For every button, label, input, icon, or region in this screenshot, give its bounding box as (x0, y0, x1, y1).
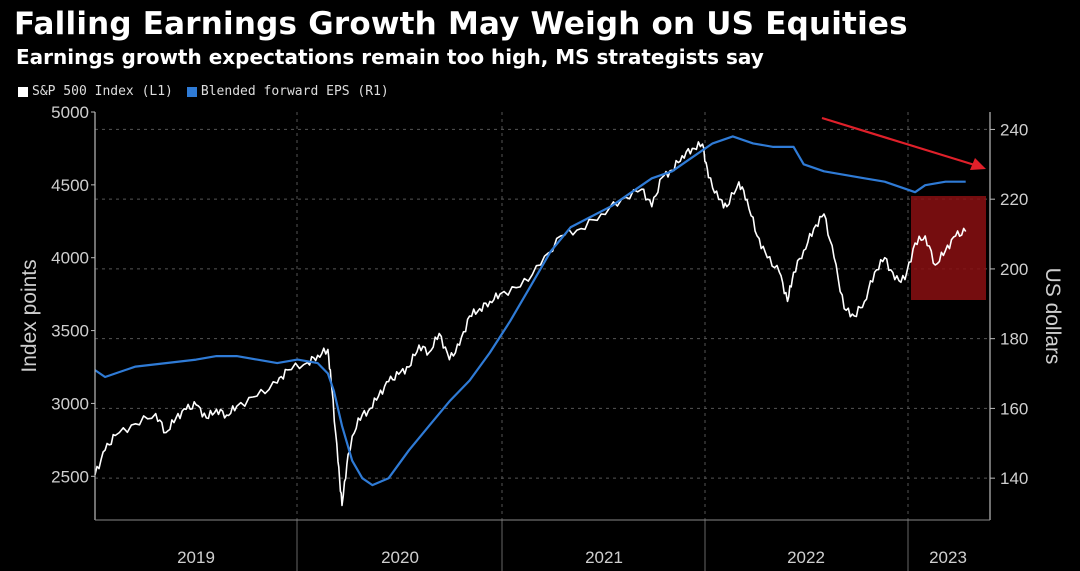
legend-swatch-eps (186, 86, 197, 97)
x-tick-label: 2021 (585, 548, 623, 567)
chart-axes: 2500 3000 3500 4000 4500 5000 140 160 180 200 220 2… (18, 103, 1064, 571)
left-tick-label: 5000 (51, 103, 89, 122)
left-tick-label: 3500 (51, 322, 89, 341)
legend-item-sp500: S&P 500 Index (L1) (18, 84, 173, 99)
x-tick-label: 2023 (929, 548, 967, 567)
legend: S&P 500 Index (L1) Blended forward EPS (… (18, 84, 389, 99)
left-tick-label: 4500 (51, 176, 89, 195)
chart-grid (95, 112, 990, 520)
series-line-eps (94, 135, 966, 487)
chart-subtitle: Earnings growth expectations remain too … (16, 45, 764, 69)
left-tick-label: 4000 (51, 249, 89, 268)
y-axis-right-title: US dollars (1041, 268, 1064, 365)
right-tick-label: 240 (1000, 120, 1028, 139)
right-tick-label: 180 (1000, 330, 1028, 349)
chart-title: Falling Earnings Growth May Weigh on US … (14, 6, 908, 42)
annotations (821, 116, 986, 170)
series-lines (94, 135, 967, 507)
legend-label-sp500: S&P 500 Index (L1) (32, 84, 173, 99)
x-tick-label: 2022 (787, 548, 825, 567)
y-axis-left-title: Index points (18, 259, 41, 372)
right-tick-label: 140 (1000, 469, 1028, 488)
right-tick-label: 160 (1000, 399, 1028, 418)
left-tick-label: 3000 (51, 394, 89, 413)
series-line-sp500 (94, 141, 967, 507)
legend-swatch-sp500 (18, 86, 28, 97)
right-tick-label: 220 (1000, 190, 1028, 209)
trend-arrow-head (970, 158, 986, 170)
right-tick-label: 200 (1000, 260, 1028, 279)
x-tick-label: 2020 (381, 548, 419, 567)
legend-label-eps: Blended forward EPS (R1) (200, 84, 389, 99)
left-tick-label: 2500 (51, 467, 89, 486)
legend-item-eps: Blended forward EPS (R1) (186, 84, 389, 99)
x-tick-label: 2019 (177, 548, 215, 567)
trend-arrow-line (821, 116, 979, 168)
